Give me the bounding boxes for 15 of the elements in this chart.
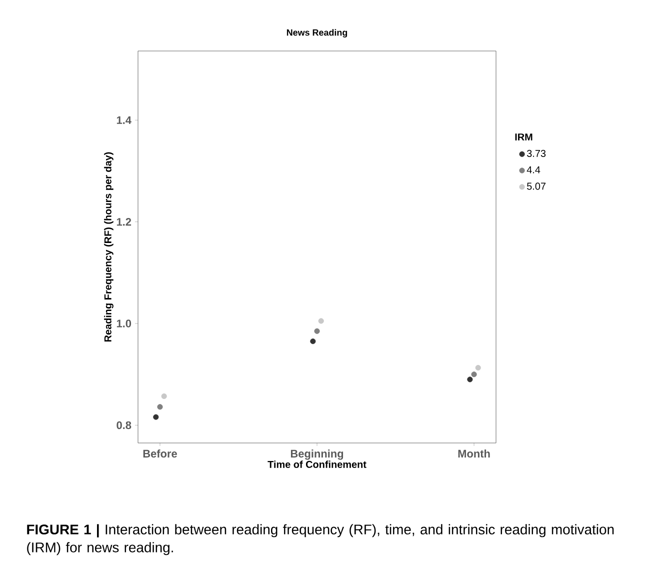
legend-label: 4.4 — [526, 166, 540, 174]
y-tick-label: 1.2 — [116, 218, 132, 226]
y-tick-label: 1.4 — [116, 116, 132, 124]
y-axis-title: Reading Frequency (RF) (hours per day) — [104, 152, 114, 342]
chart-title: News Reading — [286, 29, 348, 38]
x-tick-label: Beginning — [290, 450, 344, 460]
legend-label: 5.07 — [527, 182, 546, 190]
legend-label: 3.73 — [526, 150, 546, 157]
text: FIGURE 1 | Interaction between reading frequency (RF), time, and intrinsic reading motivation (IRM) for news reading. — [27, 524, 614, 556]
x-tick-label: Month — [458, 450, 490, 458]
legend-title: IRM — [515, 134, 532, 140]
x-tick-label: Before — [143, 450, 177, 458]
y-tick-label: 0.8 — [116, 421, 132, 430]
x-axis-title: Time of Confinement — [268, 460, 366, 468]
y-tick-label: 1.0 — [116, 320, 132, 328]
